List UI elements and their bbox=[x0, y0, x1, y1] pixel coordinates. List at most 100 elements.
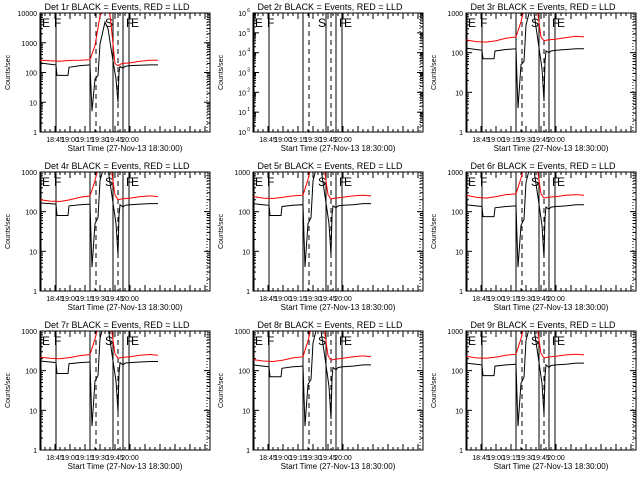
y-tick-label: 10 bbox=[238, 90, 246, 97]
panel-5: Det 5r BLACK = Events, RED = LLD Counts/s… bbox=[218, 161, 424, 312]
marker-s: S bbox=[318, 16, 326, 30]
x-axis-label: Start Time (27-Nov-13 18:30:00) bbox=[494, 144, 609, 153]
panel-title: Det 6r BLACK = Events, RED = LLD bbox=[470, 161, 616, 171]
y-tick-label: 1 bbox=[246, 289, 250, 296]
x-tick-label: 19:15 bbox=[502, 137, 520, 144]
marker-f: F bbox=[339, 175, 346, 189]
y-tick-label: 1000 bbox=[21, 170, 37, 177]
x-tick-label: 18:45 bbox=[472, 296, 490, 303]
series-lld bbox=[253, 331, 372, 363]
y-tick-label: 1 bbox=[33, 130, 37, 137]
marker-f: F bbox=[552, 16, 559, 30]
x-tick-label: 19:30 bbox=[517, 455, 535, 462]
y-tick-label: 10 bbox=[238, 11, 246, 18]
y-tick-label: 1 bbox=[459, 448, 463, 455]
plot-frame bbox=[465, 330, 637, 451]
y-tick-label: 10 bbox=[238, 31, 246, 38]
x-tick-label: 19:30 bbox=[517, 296, 535, 303]
x-tick-label: 19:00 bbox=[61, 296, 79, 303]
x-tick-label: 19:30 bbox=[91, 455, 109, 462]
x-tick-label: 18:45 bbox=[259, 137, 277, 144]
plot-frame bbox=[252, 330, 424, 451]
plot-frame bbox=[465, 12, 637, 133]
marker-s: S bbox=[105, 16, 113, 30]
series-lld bbox=[40, 331, 159, 360]
marker-f: F bbox=[339, 334, 346, 348]
x-tick-label: 18:45 bbox=[259, 455, 277, 462]
x-tick-label: 18:45 bbox=[46, 296, 64, 303]
panel-title: Det 8r BLACK = Events, RED = LLD bbox=[257, 320, 403, 330]
x-tick-label: 18:45 bbox=[46, 455, 64, 462]
marker-f: F bbox=[126, 175, 133, 189]
x-tick-label: 19:45 bbox=[532, 137, 550, 144]
marker-f: F bbox=[54, 16, 61, 30]
marker-s: S bbox=[105, 334, 113, 348]
marker-f: F bbox=[552, 334, 559, 348]
y-axis-label: Counts/sec bbox=[218, 372, 225, 408]
panel-9: Det 9r BLACK = Events, RED = LLD Counts/s… bbox=[431, 320, 637, 471]
marker-e: E bbox=[42, 175, 50, 189]
panel-1: Det 1r BLACK = Events, RED = LLD Counts/s… bbox=[5, 2, 211, 153]
plot-frame bbox=[39, 330, 211, 451]
series-events bbox=[40, 20, 158, 112]
x-tick-label: 19:30 bbox=[91, 137, 109, 144]
x-tick-label: 19:45 bbox=[532, 296, 550, 303]
panel-title: Det 4r BLACK = Events, RED = LLD bbox=[44, 161, 190, 171]
x-tick-label: 18:45 bbox=[259, 296, 277, 303]
x-tick-label: 19:00 bbox=[487, 296, 505, 303]
y-tick-label: 100 bbox=[238, 369, 250, 376]
marker-e: E bbox=[557, 175, 565, 189]
y-tick-label: 10 bbox=[238, 51, 246, 58]
plot-frame bbox=[252, 171, 424, 292]
panel-title: Det 3r BLACK = Events, RED = LLD bbox=[470, 2, 616, 12]
panel-7: Det 7r BLACK = Events, RED = LLD Counts/s… bbox=[5, 320, 211, 471]
x-tick-label: 20:00 bbox=[121, 137, 139, 144]
marker-f: F bbox=[267, 334, 274, 348]
y-axis-label: Counts/sec bbox=[5, 372, 12, 408]
panel-4: Det 4r BLACK = Events, RED = LLD Counts/s… bbox=[5, 161, 211, 312]
y-tick-label: 10 bbox=[455, 408, 463, 415]
y-tick-exponent: 4 bbox=[247, 48, 250, 54]
x-tick-label: 19:15 bbox=[76, 137, 94, 144]
series-events bbox=[40, 172, 158, 268]
y-tick-label: 1 bbox=[459, 130, 463, 137]
y-tick-label: 10 bbox=[238, 71, 246, 78]
x-tick-label: 19:45 bbox=[319, 296, 337, 303]
x-tick-label: 19:00 bbox=[274, 455, 292, 462]
y-tick-label: 10 bbox=[455, 90, 463, 97]
marker-e: E bbox=[131, 175, 139, 189]
y-tick-label: 1 bbox=[246, 448, 250, 455]
marker-f: F bbox=[480, 334, 487, 348]
x-tick-label: 20:00 bbox=[334, 137, 352, 144]
x-tick-label: 20:00 bbox=[547, 455, 565, 462]
x-axis-label: Start Time (27-Nov-13 18:30:00) bbox=[68, 303, 183, 312]
y-axis-label: Counts/sec bbox=[218, 213, 225, 249]
series-lld bbox=[40, 13, 158, 67]
y-tick-label: 10 bbox=[242, 408, 250, 415]
marker-e: E bbox=[255, 175, 263, 189]
x-tick-label: 18:45 bbox=[472, 455, 490, 462]
y-axis-label: Counts/sec bbox=[5, 213, 12, 249]
marker-f: F bbox=[54, 175, 61, 189]
x-tick-label: 20:00 bbox=[334, 296, 352, 303]
x-tick-label: 19:15 bbox=[289, 296, 307, 303]
x-tick-label: 20:00 bbox=[121, 455, 139, 462]
y-tick-label: 100 bbox=[25, 210, 37, 217]
panel-8: Det 8r BLACK = Events, RED = LLD Counts/s… bbox=[218, 320, 424, 471]
marker-e: E bbox=[131, 334, 139, 348]
x-tick-label: 19:15 bbox=[76, 455, 94, 462]
y-tick-label: 100 bbox=[451, 210, 463, 217]
x-tick-label: 19:30 bbox=[304, 137, 322, 144]
y-tick-label: 1000 bbox=[447, 329, 463, 336]
series-events bbox=[466, 13, 584, 109]
marker-e: E bbox=[344, 334, 352, 348]
series-lld bbox=[466, 172, 585, 199]
x-tick-label: 19:45 bbox=[106, 296, 124, 303]
x-tick-label: 20:00 bbox=[334, 455, 352, 462]
plot-frame bbox=[252, 12, 424, 133]
series-lld bbox=[253, 172, 372, 200]
y-tick-label: 10000 bbox=[18, 11, 38, 18]
x-tick-label: 19:00 bbox=[61, 455, 79, 462]
marker-f: F bbox=[126, 334, 133, 348]
